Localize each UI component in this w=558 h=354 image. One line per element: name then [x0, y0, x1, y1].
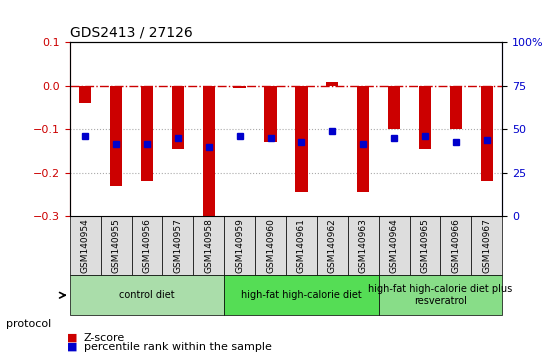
Bar: [450, 86, 462, 129]
Text: GSM140962: GSM140962: [328, 218, 337, 273]
Text: GSM140960: GSM140960: [266, 218, 275, 273]
Text: protocol: protocol: [6, 319, 51, 329]
FancyBboxPatch shape: [193, 216, 224, 275]
FancyBboxPatch shape: [100, 216, 132, 275]
FancyBboxPatch shape: [317, 216, 348, 275]
Text: GSM140963: GSM140963: [359, 218, 368, 273]
FancyBboxPatch shape: [70, 216, 100, 275]
Text: GSM140957: GSM140957: [174, 218, 182, 273]
Bar: [295, 86, 307, 192]
FancyBboxPatch shape: [70, 275, 224, 315]
Bar: [264, 86, 277, 142]
Text: Z-score: Z-score: [84, 333, 125, 343]
FancyBboxPatch shape: [410, 216, 440, 275]
Text: GSM140958: GSM140958: [204, 218, 213, 273]
Text: GSM140959: GSM140959: [235, 218, 244, 273]
Text: GSM140965: GSM140965: [421, 218, 430, 273]
FancyBboxPatch shape: [472, 216, 502, 275]
FancyBboxPatch shape: [440, 216, 472, 275]
Bar: [172, 86, 184, 149]
Text: GSM140954: GSM140954: [81, 218, 90, 273]
FancyBboxPatch shape: [348, 216, 379, 275]
Bar: [141, 86, 153, 181]
Bar: [203, 86, 215, 216]
Text: percentile rank within the sample: percentile rank within the sample: [84, 342, 272, 352]
Bar: [233, 86, 246, 88]
FancyBboxPatch shape: [224, 216, 255, 275]
Text: GSM140955: GSM140955: [112, 218, 121, 273]
FancyBboxPatch shape: [162, 216, 193, 275]
FancyBboxPatch shape: [132, 216, 162, 275]
Text: GSM140967: GSM140967: [482, 218, 491, 273]
Bar: [388, 86, 400, 129]
Text: GSM140961: GSM140961: [297, 218, 306, 273]
Bar: [480, 86, 493, 181]
FancyBboxPatch shape: [255, 216, 286, 275]
Bar: [110, 86, 122, 185]
Text: GSM140964: GSM140964: [389, 218, 398, 273]
Bar: [357, 86, 369, 192]
Bar: [79, 86, 92, 103]
FancyBboxPatch shape: [286, 216, 317, 275]
Text: high-fat high-calorie diet plus
resveratrol: high-fat high-calorie diet plus resverat…: [368, 284, 513, 306]
Text: GDS2413 / 27126: GDS2413 / 27126: [70, 26, 193, 40]
FancyBboxPatch shape: [224, 275, 379, 315]
Text: high-fat high-calorie diet: high-fat high-calorie diet: [241, 290, 362, 300]
Text: GSM140966: GSM140966: [451, 218, 460, 273]
Text: ■: ■: [67, 342, 78, 352]
FancyBboxPatch shape: [379, 216, 410, 275]
FancyBboxPatch shape: [379, 275, 502, 315]
Text: GSM140956: GSM140956: [142, 218, 151, 273]
Bar: [419, 86, 431, 149]
Bar: [326, 81, 339, 86]
Text: ■: ■: [67, 333, 78, 343]
Text: control diet: control diet: [119, 290, 175, 300]
